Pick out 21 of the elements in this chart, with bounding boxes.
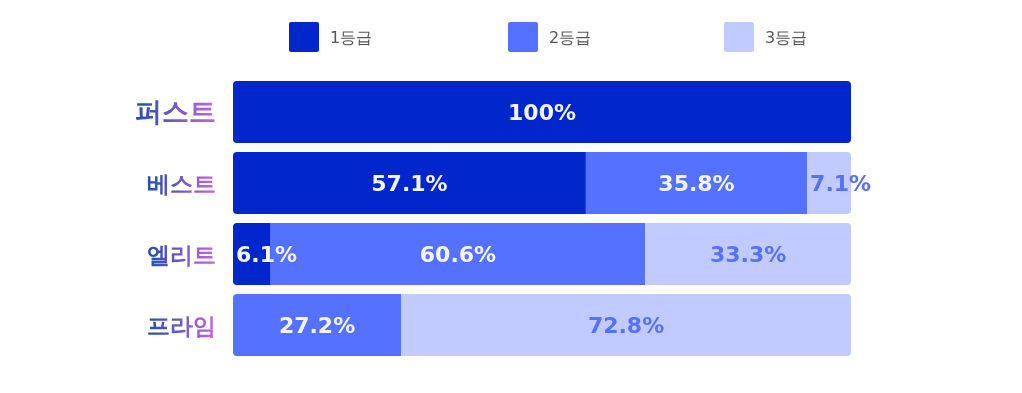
legend-label: 1등급	[330, 28, 373, 47]
y-tick-label: 퍼스트	[135, 96, 216, 127]
data-label: 27.2%	[278, 313, 356, 338]
y-tick-label: 프라임	[147, 313, 216, 339]
bar	[585, 152, 808, 214]
bar	[645, 223, 851, 285]
bar	[233, 152, 586, 214]
legend-label: 2등급	[549, 28, 592, 47]
legend-label: 3등급	[765, 28, 808, 47]
data-label: 60.6%	[419, 242, 497, 267]
data-label: 6.1%	[236, 242, 298, 267]
data-label: 72.8%	[587, 313, 665, 338]
bar	[233, 81, 851, 143]
data-label: 57.1%	[371, 171, 448, 196]
bar	[233, 294, 402, 356]
y-tick-label: 베스트	[147, 171, 216, 197]
data-label: 100%	[508, 100, 576, 125]
data-label: 35.8%	[658, 171, 735, 196]
y-tick-label: 엘리트	[147, 242, 216, 268]
data-label: 33.3%	[709, 242, 787, 267]
bar	[401, 294, 851, 356]
